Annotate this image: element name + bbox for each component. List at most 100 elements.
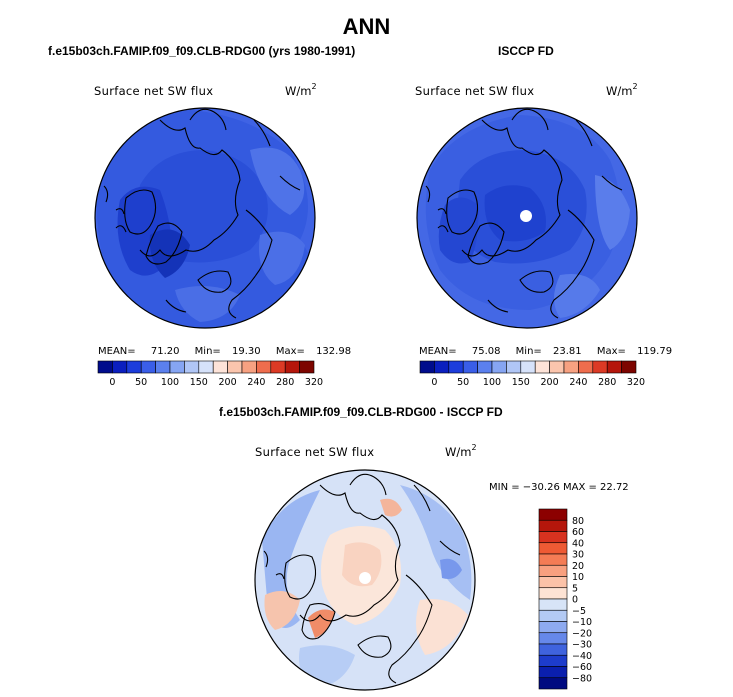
cb1-swatch: [169, 360, 185, 374]
cb3-swatch: [538, 576, 568, 589]
panel2-max-label: Max=: [596, 346, 626, 357]
cb1-tick-label: 240: [247, 377, 265, 388]
cb1-tick-label: 0: [109, 377, 115, 388]
cb1-swatch: [256, 360, 272, 374]
panel1-max: 132.98: [316, 346, 352, 357]
cb2-swatch: [520, 360, 536, 374]
map3-coastlines: [263, 473, 461, 684]
map1-coastlines: [103, 108, 301, 319]
panel2-stats: MEAN= 75.08 Min= 23.81 Max= 119.79: [419, 346, 672, 357]
cb1-swatch: [270, 360, 286, 374]
cb3-swatch: [538, 519, 568, 532]
cb3-tick-label: −60: [572, 662, 592, 673]
cb3-swatch: [538, 587, 568, 600]
cb3-tick-label: 40: [572, 538, 584, 549]
cb1-swatch: [97, 360, 113, 374]
cb2-swatch: [563, 360, 579, 374]
panel2-variable: Surface net SW flux: [415, 84, 535, 98]
cb3-tick-label: −5: [572, 606, 586, 617]
cb2-tick-label: 240: [569, 377, 587, 388]
panel1-variable: Surface net SW flux: [94, 84, 214, 98]
main-title: ANN: [342, 14, 391, 39]
panel1-unit: W/m2: [285, 82, 317, 98]
panel2-min: 23.81: [552, 346, 582, 357]
cb3-swatch: [538, 654, 568, 667]
panel3-unit: W/m2: [445, 443, 477, 459]
cb2-swatch: [419, 360, 435, 374]
map2-zone: [595, 175, 630, 250]
map2-field: [417, 108, 637, 328]
cb3-tick-label: −10: [572, 617, 592, 628]
panel2-max: 119.79: [637, 346, 673, 357]
cb2-swatch: [491, 360, 507, 374]
cb2-swatch: [506, 360, 522, 374]
map3-boundary: [254, 469, 476, 691]
cb3-tick-label: 0: [572, 595, 578, 606]
cb3-swatch: [538, 609, 568, 622]
map3-zone: [264, 591, 300, 630]
cb1-swatch: [140, 360, 156, 374]
cb1-swatch: [241, 360, 257, 374]
cb1-tick-label: 320: [305, 377, 323, 388]
map2-zone: [438, 197, 479, 264]
cb3-tick-label: 60: [572, 527, 584, 538]
cb1-swatch: [299, 360, 315, 374]
panel1-mean: 71.20: [150, 346, 180, 357]
cb3-tick-label: −80: [572, 673, 592, 684]
cb2-swatch: [606, 360, 622, 374]
cb2-tick-label: 0: [431, 377, 437, 388]
cb3-swatch: [538, 621, 568, 634]
map3-zone: [342, 542, 382, 587]
cb2-swatch: [434, 360, 450, 374]
cb1-tick-label: 150: [190, 377, 208, 388]
cb2-swatch: [534, 360, 550, 374]
cb3-swatch: [538, 542, 568, 555]
map1-field: [95, 108, 315, 328]
panel2-title: ISCCP FD: [498, 44, 554, 58]
cb1-swatch: [284, 360, 300, 374]
panel1-stats: MEAN= 71.20 Min= 19.30 Max= 132.98: [98, 346, 351, 357]
cb3-tick-label: −20: [572, 628, 592, 639]
cb2-swatch: [578, 360, 594, 374]
cb1-tick-label: 280: [276, 377, 294, 388]
cb2-swatch: [448, 360, 464, 374]
cb2-tick-label: 50: [457, 377, 469, 388]
cb2-swatch: [477, 360, 493, 374]
cb3-tick-label: 5: [572, 583, 578, 594]
cb3-swatch: [538, 564, 568, 577]
panel2-unit: W/m2: [606, 82, 638, 98]
panel1-min-label: Min=: [194, 346, 221, 357]
map2-zone: [554, 274, 600, 318]
panel3-title: f.e15b03ch.FAMIP.f09_f09.CLB-RDG00 - ISC…: [219, 405, 503, 419]
cb1-tick-label: 200: [219, 377, 237, 388]
map1-boundary: [94, 107, 316, 329]
panel1-mean-label: MEAN=: [98, 346, 136, 357]
map3-zone: [416, 599, 468, 655]
cb3-swatch: [538, 666, 568, 679]
cb3-tick-label: 10: [572, 572, 584, 583]
map3-zone: [440, 558, 462, 579]
cb3-swatch: [538, 598, 568, 611]
cb2-tick-label: 280: [598, 377, 616, 388]
map3-zone: [380, 498, 402, 517]
cb2-swatch: [462, 360, 478, 374]
map3: [254, 469, 476, 691]
cb3-tick-label: 20: [572, 561, 584, 572]
cb2-swatch: [592, 360, 608, 374]
cb1-swatch: [184, 360, 200, 374]
map2-missing-pole: [520, 210, 532, 222]
cb2-swatch: [621, 360, 637, 374]
cb1-swatch: [198, 360, 214, 374]
panel3-variable: Surface net SW flux: [255, 445, 375, 459]
cb3-swatch: [538, 632, 568, 645]
map2: [416, 107, 638, 329]
map3-field: [255, 470, 475, 690]
cb1-tick-label: 50: [135, 377, 147, 388]
map2-boundary: [416, 107, 638, 329]
cb3-swatch: [538, 643, 568, 656]
cb1-tick-label: 100: [161, 377, 179, 388]
cb2-tick-label: 150: [512, 377, 530, 388]
panel2-mean: 75.08: [471, 346, 501, 357]
panel1-min: 19.30: [231, 346, 261, 357]
map1: [94, 107, 316, 329]
